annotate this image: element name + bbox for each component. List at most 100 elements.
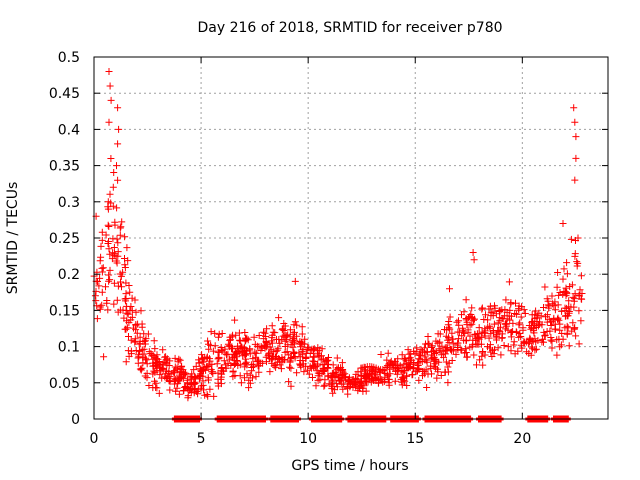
data-point: [382, 364, 390, 371]
data-point-spike: [115, 125, 123, 133]
data-point-spike: [114, 104, 122, 112]
data-point-spike: [291, 277, 299, 285]
data-point: [493, 330, 501, 338]
data-point: [569, 319, 577, 327]
y-tick-label: 0.4: [58, 122, 80, 138]
data-point: [98, 236, 106, 244]
data-point: [541, 331, 549, 339]
data-point: [208, 360, 216, 368]
data-point: [109, 235, 117, 243]
data-point: [384, 349, 392, 357]
data-point: [304, 366, 312, 374]
data-point-spike: [114, 140, 122, 148]
data-point: [575, 340, 583, 348]
data-point: [114, 176, 122, 184]
data-point: [220, 357, 228, 365]
data-point: [516, 330, 524, 337]
data-point: [204, 363, 212, 370]
data-point: [271, 329, 279, 337]
data-point: [468, 304, 476, 312]
data-point: [577, 272, 585, 280]
data-point: [104, 240, 112, 247]
data-point: [287, 355, 295, 363]
data-point: [504, 343, 512, 351]
data-point: [105, 277, 113, 285]
data-point: [251, 348, 259, 356]
data-point: [565, 342, 573, 350]
data-point: [563, 270, 571, 278]
data-point: [105, 271, 113, 279]
data-point: [162, 359, 170, 367]
data-point: [521, 310, 529, 317]
y-tick-label: 0.25: [49, 231, 80, 247]
data-point: [163, 360, 171, 368]
data-point: [261, 329, 269, 337]
data-point: [575, 307, 583, 315]
data-point: [260, 328, 267, 336]
data-point: [362, 374, 370, 382]
data-point: [137, 307, 145, 315]
data-point: [448, 345, 456, 353]
data-point: [145, 382, 153, 389]
data-point: [547, 318, 554, 326]
data-point: [143, 369, 151, 377]
data-point: [213, 360, 221, 368]
data-point: [333, 354, 341, 362]
data-point: [528, 311, 536, 319]
data-point: [409, 371, 417, 379]
data-point: [509, 319, 517, 327]
data-point: [236, 361, 244, 369]
data-point: [429, 354, 437, 362]
data-point: [527, 351, 535, 359]
data-point: [218, 330, 226, 337]
data-point: [176, 369, 184, 377]
data-point: [554, 269, 562, 276]
data-point: [468, 343, 476, 351]
data-point: [491, 304, 499, 312]
data-point: [293, 369, 301, 377]
data-point: [207, 366, 215, 374]
data-point: [152, 379, 160, 387]
data-point: [152, 359, 160, 367]
data-point: [159, 346, 167, 354]
data-point: [296, 338, 304, 345]
data-point: [318, 345, 326, 353]
data-point: [255, 368, 263, 376]
data-point: [282, 336, 290, 344]
data-point-spike: [105, 118, 113, 126]
data-point: [568, 281, 576, 289]
data-point: [141, 340, 149, 348]
data-point: [191, 386, 199, 394]
data-point: [375, 379, 383, 387]
data-point: [198, 351, 206, 359]
data-point: [117, 223, 125, 231]
data-point: [169, 368, 177, 376]
data-point: [296, 360, 304, 368]
data-point: [195, 356, 203, 364]
data-point: [486, 341, 494, 349]
data-point: [123, 317, 131, 325]
data-point: [339, 367, 347, 375]
data-point: [132, 322, 140, 330]
data-point-spike: [572, 133, 580, 141]
data-point: [419, 372, 426, 380]
y-tick-label: 0.5: [58, 50, 80, 66]
data-point: [462, 345, 470, 353]
data-point: [384, 372, 392, 380]
data-point: [104, 221, 112, 229]
data-point: [489, 312, 497, 320]
data-point: [416, 355, 424, 363]
data-point: [125, 333, 132, 340]
data-point: [567, 235, 575, 243]
data-point-spike: [105, 68, 113, 75]
data-point: [338, 359, 346, 367]
data-point: [243, 370, 251, 378]
data-point: [429, 348, 437, 355]
data-point: [149, 370, 157, 378]
data-point: [207, 341, 215, 349]
data-point: [92, 297, 100, 305]
data-point: [105, 223, 113, 230]
data-point: [327, 373, 335, 381]
data-point: [512, 299, 519, 307]
